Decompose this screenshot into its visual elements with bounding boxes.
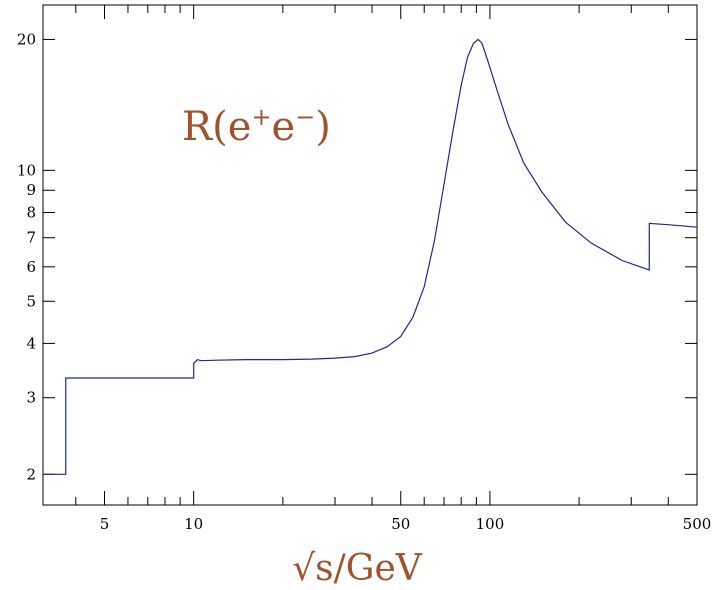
annotation-sup-minus: − [295,103,315,131]
y-tick-label: 6 [26,258,36,276]
y-tick-label: 4 [26,334,36,352]
x-tick-label: 5 [100,515,110,533]
annotation-mid: e [272,104,296,150]
x-tick-label: 10 [184,515,203,533]
y-tick-label: 2 [26,465,36,483]
tick-marks [43,5,698,505]
annotation-base: R(e [182,104,251,150]
x-tick-label: 500 [683,515,712,533]
y-tick-label: 7 [26,229,36,247]
annotation-sup-plus: + [251,103,271,131]
y-tick-label: 10 [17,161,36,179]
y-tick-label: 5 [26,292,36,310]
plot-frame [42,4,698,506]
annotation-label: R(e+e−) [182,103,331,150]
series-line [43,38,698,475]
y-tick-label: 3 [26,389,36,407]
x-tick-label: 100 [476,515,505,533]
x-axis-label: √s/GeV [292,548,423,589]
tick-labels: 5 10 50 100 500 2 3 4 5 6 7 8 9 10 20 [17,30,711,533]
y-tick-label: 20 [17,30,36,48]
annotation-close: ) [315,104,331,150]
y-tick-label: 9 [26,181,36,199]
y-tick-label: 8 [26,203,36,221]
x-tick-label: 50 [391,515,410,533]
